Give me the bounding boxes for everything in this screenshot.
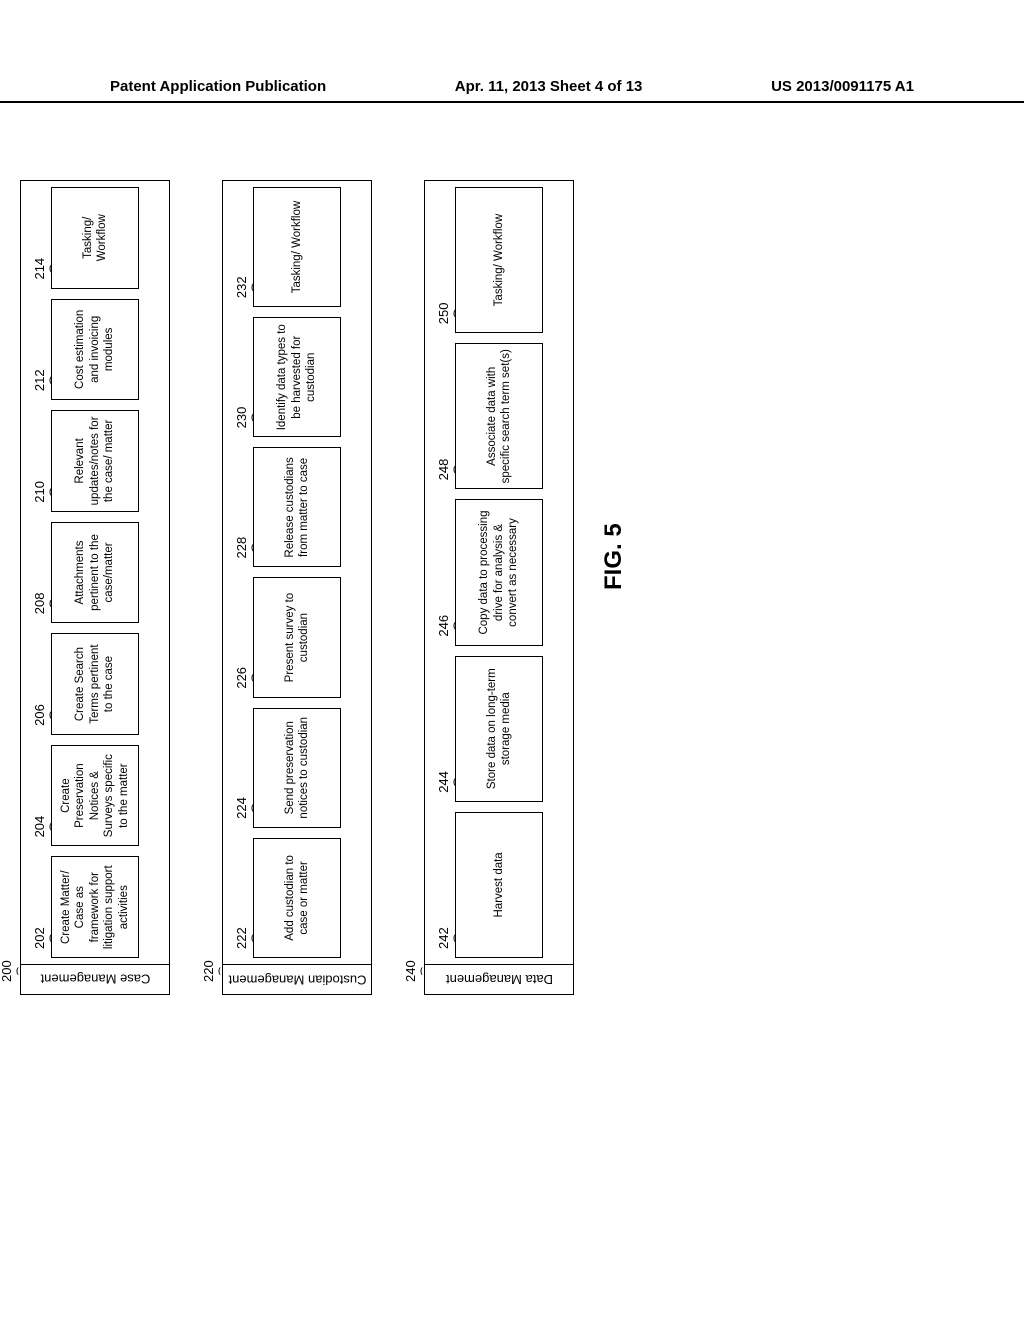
box-ref-label: 204 <box>32 816 48 838</box>
flow-box: 210Relevant updates/notes for the case/ … <box>51 410 139 512</box>
flow-box: 224Send preservation notices to custodia… <box>253 708 341 828</box>
flow-box: 232Tasking/ Workflow <box>253 187 341 307</box>
flow-box: 250Tasking/ Workflow <box>455 187 543 333</box>
flow-box: 246Copy data to processing drive for ana… <box>455 499 543 645</box>
box-ref-label: 248 <box>436 459 452 481</box>
flow-box: 242Harvest data <box>455 812 543 958</box>
box-ref-label: 230 <box>234 407 250 429</box>
box-text: Associate data with specific search term… <box>485 348 514 484</box>
box-text: Create Matter/ Case as framework for lit… <box>59 861 131 953</box>
box-text: Identify data types to be harvested for … <box>275 322 318 432</box>
box-text: Present survey to custodian <box>283 582 312 692</box>
box-ref-label: 246 <box>436 615 452 637</box>
lane-label: Data Management <box>425 964 573 994</box>
flow-box: 244Store data on long-term storage media <box>455 656 543 802</box>
box-ref-label: 224 <box>234 797 250 819</box>
box-text: Tasking/ Workflow <box>81 192 110 284</box>
lane-ref-label: 200 <box>0 960 14 982</box>
box-ref-label: 202 <box>32 927 48 949</box>
box-ref-label: 214 <box>32 258 48 280</box>
lane-body: 222Add custodian to case or matter224Sen… <box>223 181 371 964</box>
box-ref-label: 222 <box>234 927 250 949</box>
header-right: US 2013/0091175 A1 <box>771 78 914 95</box>
lane-label-text: Data Management <box>446 972 553 987</box>
flow-box: 206Create Search Terms pertinent to the … <box>51 633 139 735</box>
flow-box: 248Associate data with specific search t… <box>455 343 543 489</box>
lane-label: Custodian Management <box>223 964 371 994</box>
box-ref-label: 244 <box>436 771 452 793</box>
lane-label-text: Case Management <box>40 972 150 987</box>
flow-box: 228Release custodians from matter to cas… <box>253 447 341 567</box>
box-text: Create Search Terms pertinent to the cas… <box>73 638 116 730</box>
box-text: Copy data to processing drive for analys… <box>477 504 520 640</box>
flow-box: 222Add custodian to case or matter <box>253 838 341 958</box>
header-center: Apr. 11, 2013 Sheet 4 of 13 <box>455 78 643 95</box>
box-ref-label: 226 <box>234 667 250 689</box>
lane-label: Case Management <box>21 964 169 994</box>
box-text: Attachments pertinent to the case/matter <box>73 527 116 619</box>
figure-diagram: 200Case Management202Create Matter/ Case… <box>80 250 965 935</box>
flow-box: 214Tasking/ Workflow <box>51 187 139 289</box>
box-ref-label: 232 <box>234 276 250 298</box>
box-text: Tasking/ Workflow <box>492 214 506 306</box>
box-text: Add custodian to case or matter <box>283 843 312 953</box>
flow-box: 208Attachments pertinent to the case/mat… <box>51 522 139 624</box>
page-header: Patent Application Publication Apr. 11, … <box>0 78 1024 103</box>
box-text: Send preservation notices to custodian <box>283 713 312 823</box>
box-text: Cost estimation and invoicing modules <box>73 304 116 396</box>
swimlane: 200Case Management202Create Matter/ Case… <box>20 180 170 995</box>
box-text: Tasking/ Workflow <box>290 201 304 293</box>
box-ref-label: 208 <box>32 593 48 615</box>
lane-ref-label: 240 <box>403 960 418 982</box>
box-ref-label: 228 <box>234 537 250 559</box>
lane-body: 242Harvest data244Store data on long-ter… <box>425 181 573 964</box>
flow-box: 212Cost estimation and invoicing modules <box>51 299 139 401</box>
swimlane: 240Data Management242Harvest data244Stor… <box>424 180 574 995</box>
flow-box: 226Present survey to custodian <box>253 577 341 697</box>
box-text: Store data on long-term storage media <box>485 661 514 797</box>
box-ref-label: 210 <box>32 481 48 503</box>
lane-body: 202 Create Matter/ Case as framework for … <box>21 181 169 964</box>
box-text: Harvest data <box>492 852 506 917</box>
box-ref-label: 212 <box>32 369 48 391</box>
figure-caption: FIG. 5 <box>600 523 628 590</box>
flow-box: 202Create Matter/ Case as framework for … <box>51 856 139 958</box>
lane-ref-label: 220 <box>201 960 216 982</box>
header-left: Patent Application Publication <box>110 78 326 95</box>
box-text: Release custodians from matter to case <box>283 452 312 562</box>
box-ref-label: 206 <box>32 704 48 726</box>
box-text: Create Preservation Notices & Surveys sp… <box>59 750 131 842</box>
flow-box: 204Create Preservation Notices & Surveys… <box>51 745 139 847</box>
swimlane: 220Custodian Management222Add custodian … <box>222 180 372 995</box>
flow-box: 230Identify data types to be harvested f… <box>253 317 341 437</box>
lane-label-text: Custodian Management <box>228 972 366 987</box>
box-ref-label: 250 <box>436 302 452 324</box>
box-ref-label: 242 <box>436 927 452 949</box>
box-text: Relevant updates/notes for the case/ mat… <box>73 415 116 507</box>
